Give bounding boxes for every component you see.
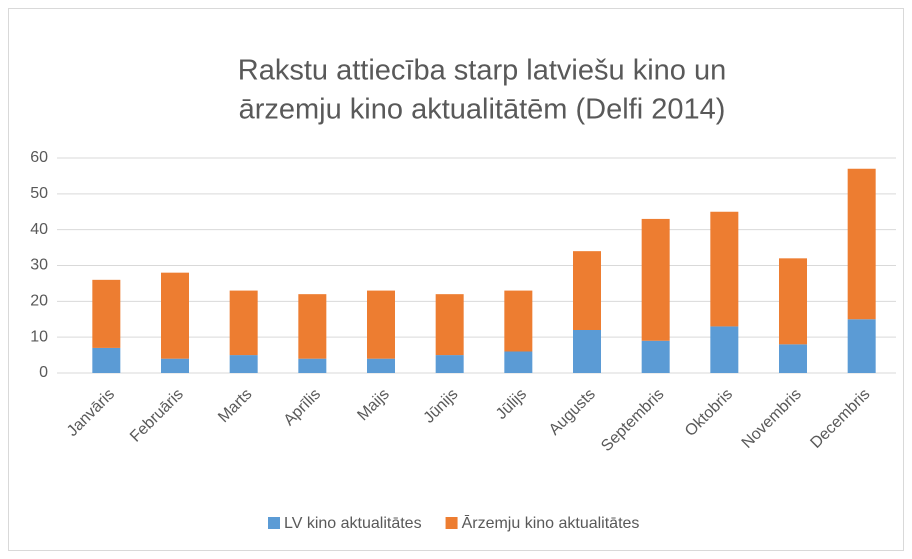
bar-segment: [92, 279, 121, 348]
bar-segment: [229, 355, 258, 373]
bar-segment: [641, 340, 670, 373]
chart-border: [8, 8, 904, 551]
bar-segment: [435, 294, 464, 356]
legend-swatch: [268, 517, 280, 529]
bar-segment: [367, 290, 395, 359]
y-tick-label: 50: [30, 185, 48, 202]
y-tick-label: 30: [30, 257, 48, 274]
chart-title: ārzemju kino aktualitātēm (Delfi 2014): [239, 94, 726, 126]
y-tick-label: 20: [30, 293, 48, 310]
bar-segment: [710, 211, 739, 327]
bar-segment: [298, 294, 327, 359]
bar-segment: [779, 258, 807, 345]
bar-segment: [435, 355, 464, 373]
chart-title: Rakstu attiecība starp latviešu kino un: [238, 55, 726, 87]
bar-segment: [229, 290, 258, 356]
y-tick-label: 40: [30, 221, 48, 238]
legend-swatch: [445, 517, 458, 529]
y-tick-label: 10: [30, 328, 48, 345]
bar-segment: [92, 347, 121, 373]
y-tick-label: 0: [39, 364, 48, 381]
bar-segment: [298, 358, 327, 373]
bar-segment: [641, 218, 670, 341]
bar-segment: [504, 351, 533, 373]
bar-segment: [847, 319, 876, 373]
legend-label: LV kino aktualitātes: [284, 515, 422, 532]
bar-segment: [573, 330, 601, 373]
bar-segment: [161, 358, 189, 373]
bar-segment: [710, 326, 739, 373]
bar-segment: [779, 344, 807, 373]
bar-segment: [504, 290, 533, 352]
bar-segment: [367, 358, 395, 373]
bar-segment: [847, 168, 876, 320]
bar-segment: [161, 272, 189, 359]
bar-segment: [573, 251, 601, 330]
legend-label: Ārzemju kino aktualitātes: [462, 514, 640, 532]
y-tick-label: 60: [30, 149, 48, 166]
